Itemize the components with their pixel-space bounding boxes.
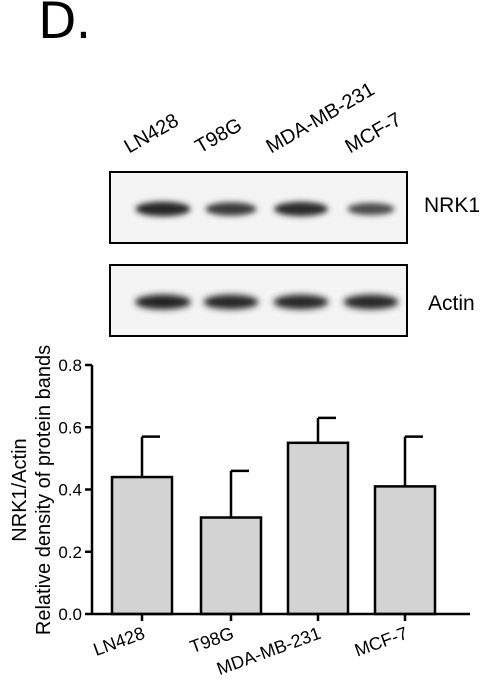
y-axis-label-line1: NRK1/Actin (9, 438, 31, 541)
x-tick-label-1: T98G (187, 623, 236, 657)
nrk1-band-0 (135, 201, 191, 217)
bar-3 (373, 485, 437, 616)
y-tick-label-2: 0.4 (58, 481, 82, 500)
y-tick-label-1: 0.2 (58, 543, 82, 562)
actin-band-2 (273, 294, 329, 310)
bar-0 (110, 475, 174, 616)
nrk1-band-3 (347, 202, 395, 216)
nrk1-band-2 (274, 201, 328, 217)
bar-2 (286, 441, 350, 616)
x-tick-label-3: MCF-7 (352, 623, 411, 661)
nrk1-label: NRK1 (424, 194, 481, 217)
y-tick-label-0: 0.0 (58, 605, 82, 624)
actin-band-0 (135, 294, 191, 310)
actin-band-3 (343, 294, 399, 310)
y-tick-label-4: 0.8 (58, 356, 82, 375)
actin-label: Actin (428, 292, 475, 315)
panel-letter: D. (38, 0, 91, 50)
y-tick-label-3: 0.6 (58, 418, 82, 437)
actin-bands (135, 294, 399, 310)
nrk1-blot (109, 171, 408, 244)
y-axis-label-line2: Relative density of protein bands (33, 345, 55, 635)
nrk1-band-1 (205, 202, 257, 216)
bar-1 (199, 516, 263, 616)
nrk1-bands (135, 201, 395, 217)
actin-blot (109, 264, 408, 337)
actin-band-1 (203, 294, 259, 310)
x-tick-label-0: LN428 (91, 623, 148, 660)
